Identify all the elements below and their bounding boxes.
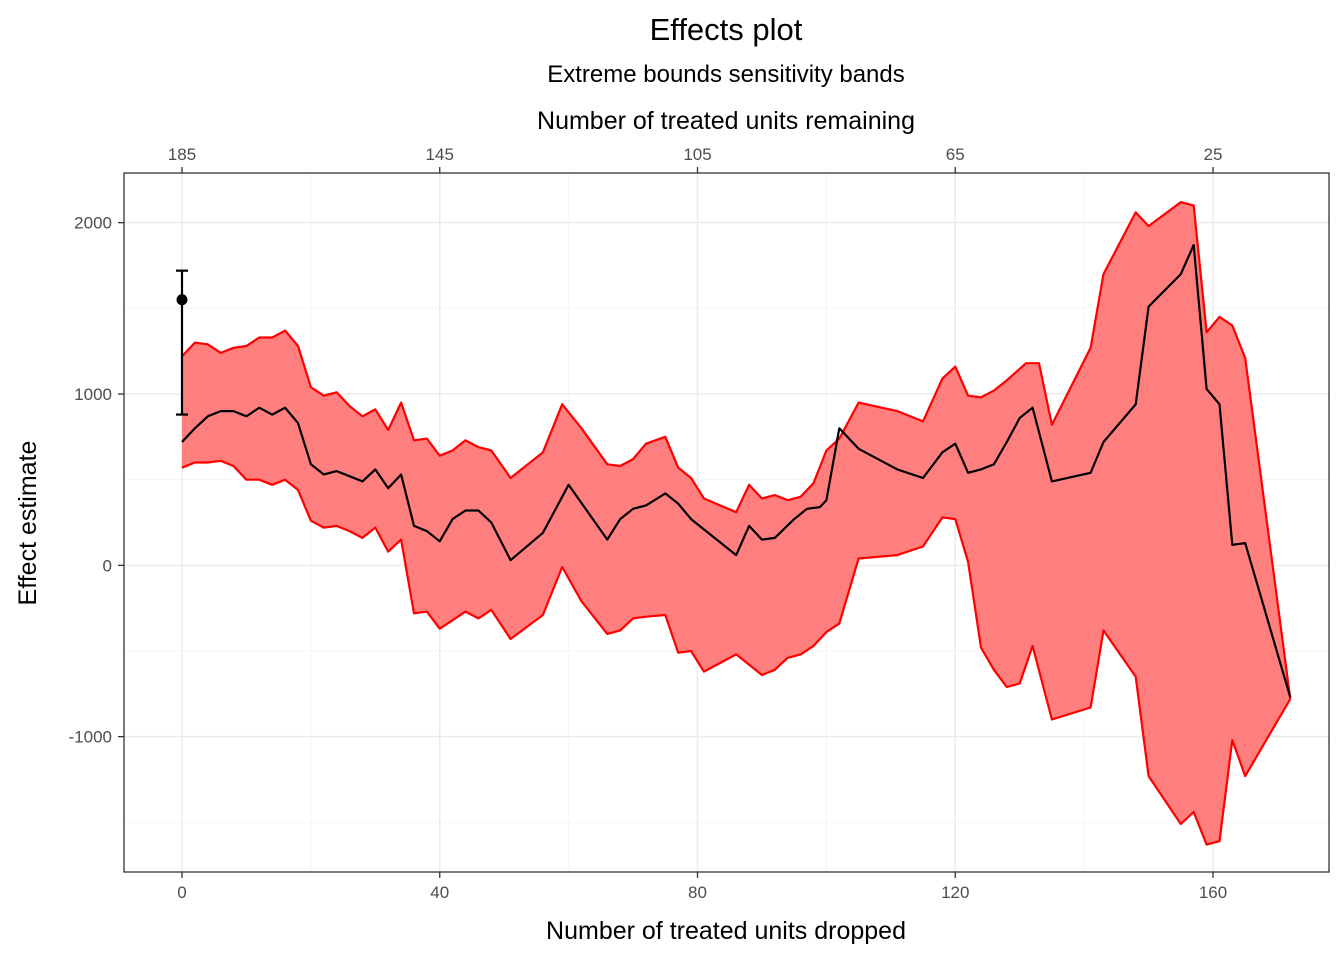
top-axis-title: Number of treated units remaining — [537, 107, 915, 135]
y-tick-label: 0 — [103, 556, 112, 575]
sensitivity-band — [181, 201, 1292, 846]
estimate-line — [181, 243, 1292, 698]
estimate-line-layer — [181, 243, 1292, 698]
x-axis-title: Number of treated units dropped — [546, 917, 906, 945]
panel-border — [123, 172, 1330, 873]
point-estimate-marker — [176, 294, 188, 306]
x-tick-label: 120 — [941, 883, 969, 902]
x-axis-top: 185 145 105 65 25 — [168, 145, 1223, 173]
chart-subtitle: Extreme bounds sensitivity bands — [547, 61, 905, 88]
upper-bound-line — [181, 201, 1292, 700]
x-tick-label: 160 — [1199, 883, 1227, 902]
y-axis: 2000 1000 0 -1000 — [69, 214, 124, 747]
x2-tick-label: 145 — [426, 145, 454, 164]
x2-tick-label: 25 — [1204, 145, 1223, 164]
x-tick-label: 80 — [688, 883, 707, 902]
chart-title: Effects plot — [650, 12, 803, 47]
y-tick-label: 2000 — [74, 214, 112, 233]
x2-tick-label: 105 — [683, 145, 711, 164]
lower-bound-line — [181, 459, 1292, 846]
x-axis-bottom: 0 40 80 120 160 — [177, 872, 1227, 902]
y-tick-label: -1000 — [69, 728, 112, 747]
point-estimate-layer — [175, 269, 188, 416]
x2-tick-label: 65 — [946, 145, 965, 164]
y-axis-title: Effect estimate — [14, 441, 42, 606]
x-tick-label: 40 — [430, 883, 449, 902]
y-tick-label: 1000 — [74, 385, 112, 404]
x2-tick-label: 185 — [168, 145, 196, 164]
x-tick-label: 0 — [177, 883, 186, 902]
band-area — [182, 202, 1291, 845]
